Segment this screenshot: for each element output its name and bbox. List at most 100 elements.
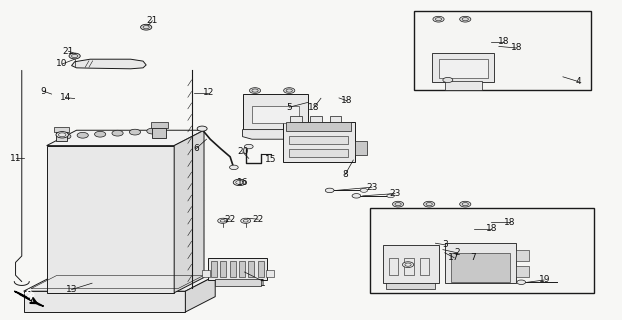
Text: 18: 18 [511, 44, 522, 52]
Polygon shape [47, 130, 204, 146]
Circle shape [424, 201, 435, 207]
Bar [355, 141, 367, 155]
Circle shape [517, 280, 526, 284]
Text: 10: 10 [57, 60, 68, 68]
Bar [283, 122, 355, 162]
Bar [445, 81, 482, 90]
Circle shape [460, 201, 471, 207]
Bar [310, 116, 322, 122]
Bar [252, 106, 299, 123]
Polygon shape [14, 291, 44, 306]
Bar [414, 11, 591, 90]
Circle shape [95, 131, 106, 137]
Bar [389, 258, 398, 275]
Bar [215, 279, 261, 286]
Bar [56, 132, 67, 141]
Bar [420, 258, 429, 275]
Circle shape [402, 262, 414, 268]
Circle shape [218, 218, 228, 223]
Circle shape [241, 218, 251, 223]
Text: 18: 18 [486, 224, 497, 233]
Circle shape [433, 16, 444, 22]
Text: 6: 6 [193, 144, 199, 153]
Text: 16: 16 [237, 178, 248, 187]
Text: 22: 22 [225, 215, 236, 224]
Bar [370, 208, 594, 293]
Bar [386, 283, 435, 289]
Circle shape [56, 132, 68, 138]
Bar [286, 122, 351, 131]
Text: 18: 18 [309, 103, 320, 112]
Circle shape [352, 194, 361, 198]
Circle shape [325, 188, 334, 193]
Bar [266, 270, 274, 277]
Text: 17: 17 [448, 253, 460, 262]
Bar [230, 261, 236, 277]
Circle shape [387, 194, 394, 198]
Bar [24, 291, 185, 312]
Bar [220, 261, 226, 277]
Text: 21: 21 [63, 47, 74, 56]
Text: 23: 23 [366, 183, 378, 192]
Bar [151, 123, 168, 128]
Text: 20: 20 [237, 148, 248, 156]
Circle shape [443, 77, 453, 83]
Bar [383, 245, 439, 283]
Text: 12: 12 [203, 88, 214, 97]
Bar [54, 127, 69, 132]
Circle shape [230, 165, 238, 170]
Circle shape [244, 144, 253, 149]
Text: 7: 7 [470, 253, 476, 262]
Circle shape [141, 24, 152, 30]
Circle shape [233, 179, 246, 186]
Circle shape [60, 133, 71, 139]
Bar [258, 261, 264, 277]
Bar [439, 59, 488, 78]
Text: 18: 18 [341, 96, 353, 105]
Text: 18: 18 [504, 218, 516, 227]
Circle shape [147, 128, 158, 134]
Polygon shape [24, 276, 215, 291]
Bar [208, 258, 267, 280]
Text: 23: 23 [389, 189, 401, 198]
Bar [239, 261, 245, 277]
Text: 21: 21 [147, 16, 158, 25]
Text: 8: 8 [342, 170, 348, 179]
Bar [152, 128, 166, 139]
Text: 22: 22 [253, 215, 264, 224]
Bar [451, 253, 510, 282]
Text: 11: 11 [10, 154, 21, 163]
Circle shape [360, 188, 368, 192]
Bar [432, 53, 494, 82]
Bar [330, 116, 341, 122]
Circle shape [284, 88, 295, 93]
Text: 1: 1 [259, 279, 266, 288]
Circle shape [69, 53, 80, 59]
Polygon shape [185, 276, 215, 312]
Bar [211, 261, 217, 277]
Bar [516, 250, 529, 261]
Text: FR.: FR. [21, 288, 37, 304]
Text: 4: 4 [575, 77, 582, 86]
Bar [289, 136, 348, 144]
Text: 18: 18 [498, 37, 509, 46]
Bar [243, 94, 308, 130]
Circle shape [392, 201, 404, 207]
Text: 3: 3 [442, 240, 448, 249]
Text: 19: 19 [539, 276, 550, 284]
Bar [47, 146, 174, 293]
Bar [248, 261, 254, 277]
Bar [290, 116, 302, 122]
Circle shape [129, 129, 141, 135]
Bar [445, 243, 516, 283]
Polygon shape [243, 130, 308, 139]
Circle shape [460, 16, 471, 22]
Text: 15: 15 [265, 156, 276, 164]
Bar [516, 266, 529, 277]
Text: 14: 14 [60, 93, 71, 102]
Polygon shape [174, 130, 204, 293]
Bar [289, 149, 348, 157]
Polygon shape [72, 59, 146, 69]
Bar [202, 270, 210, 277]
Text: 2: 2 [454, 248, 460, 257]
